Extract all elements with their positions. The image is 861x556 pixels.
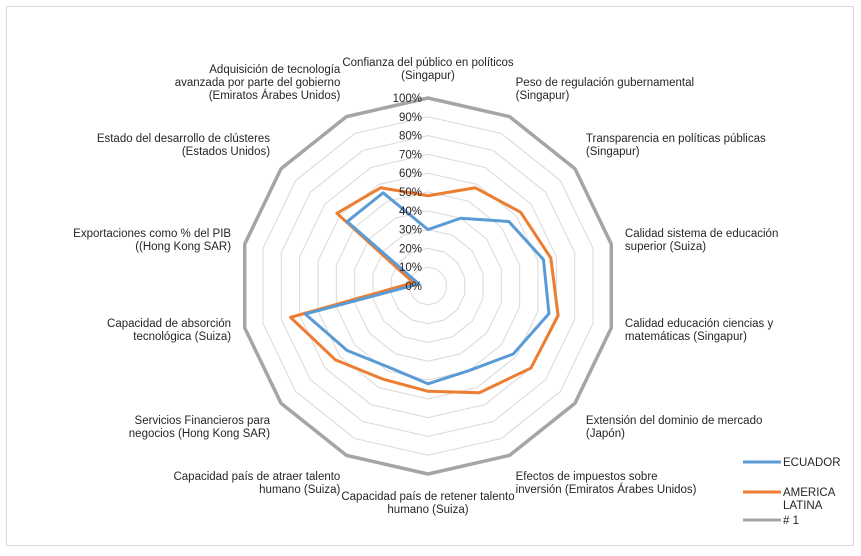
tick-label: 100%	[393, 93, 422, 105]
tick-label: 90%	[399, 112, 422, 124]
grid-ring	[354, 210, 502, 362]
axis-label-11: Exportaciones como % del PIB ((Hong Kong …	[73, 228, 231, 253]
axis-label-7: Capacidad país de retener talento humano …	[341, 491, 514, 516]
tick-label: 0%	[405, 281, 422, 293]
legend-label-1: AMERICA LATINA	[783, 487, 836, 512]
tick-label: 40%	[399, 206, 422, 218]
axis-label-2: Transparencia en políticas públicas (Sing…	[586, 133, 766, 158]
tick-label: 30%	[399, 225, 422, 237]
grid-ring	[262, 116, 594, 456]
tick-label: 10%	[399, 262, 422, 274]
axis-label-9: Servicios Financieros para negocios (Hong…	[129, 415, 271, 440]
legend-label-0: ECUADOR	[783, 457, 841, 469]
tick-label: 80%	[399, 131, 422, 143]
tick-label: 50%	[399, 187, 422, 199]
grid-ring	[372, 229, 484, 343]
legend-label-2: # 1	[783, 515, 799, 527]
axis-label-1: Peso de regulación gubernamental (Singapu…	[516, 77, 694, 102]
axis-label-0: Confianza del público en políticos (Singa…	[342, 57, 514, 82]
axis-label-10: Capacidad de absorción tecnológica (Suiza…	[107, 318, 231, 343]
axis-label-8: Capacidad país de atraer talento humano (…	[173, 471, 340, 496]
tick-label: 70%	[399, 149, 422, 161]
grid-ring	[299, 153, 557, 419]
grid-ring	[335, 191, 521, 381]
series-line-2	[242, 96, 614, 476]
grid-ring	[317, 172, 539, 400]
axis-label-3: Calidad sistema de educación superior (Su…	[625, 228, 778, 253]
tick-label: 20%	[399, 243, 422, 255]
chart-area	[6, 6, 854, 546]
axis-label-13: Adquisición de tecnología avanzada por pa…	[175, 64, 341, 102]
axis-label-6: Efectos de impuestos sobre inversión (Emi…	[516, 471, 697, 496]
axis-label-4: Calidad educación ciencias y matemáticas …	[625, 318, 774, 343]
axis-label-12: Estado del desarrollo de clústeres (Estad…	[97, 133, 270, 158]
axis-label-5: Extensión del dominio de mercado (Japón)	[586, 415, 762, 440]
tick-label: 60%	[399, 168, 422, 180]
grid-ring	[280, 135, 576, 437]
series-line-0	[303, 191, 551, 386]
